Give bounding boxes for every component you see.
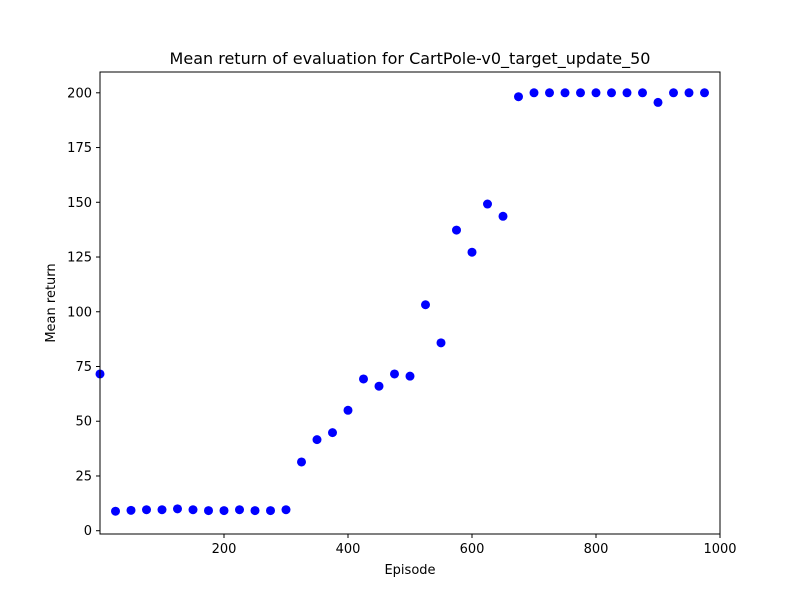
data-point (576, 88, 585, 98)
x-tick-label: 600 (460, 542, 485, 557)
y-axis-ticks: 0 25 50 75 100 125 150 175 200 (67, 86, 100, 539)
x-tick-label: 800 (584, 542, 609, 557)
data-point (188, 505, 198, 515)
data-point (591, 88, 601, 98)
x-tick-label: 200 (212, 542, 237, 557)
data-point (498, 211, 508, 221)
data-point (452, 225, 461, 235)
data-point (374, 381, 384, 391)
data-point (204, 506, 213, 516)
y-tick-label: 125 (67, 251, 92, 266)
y-tick-label: 0 (84, 524, 92, 539)
data-point (297, 457, 306, 467)
data-point (219, 506, 229, 516)
data-point (328, 428, 337, 438)
y-tick-label: 50 (75, 415, 92, 430)
y-tick-label: 150 (67, 196, 92, 211)
data-point (250, 506, 260, 516)
y-tick-label: 200 (67, 86, 92, 101)
data-point (545, 88, 554, 98)
x-axis-ticks: 200 400 600 800 1000 (212, 534, 737, 557)
data-point (638, 88, 647, 98)
data-point (483, 199, 492, 209)
data-point (266, 506, 275, 516)
data-point (312, 435, 322, 445)
y-tick-label: 25 (75, 469, 92, 484)
data-point (126, 505, 136, 515)
data-point (421, 300, 430, 310)
plot-area: 200 400 600 800 1000 0 25 50 75 100 125 150 175 200 (67, 71, 737, 557)
data-points (95, 88, 709, 516)
data-point (405, 371, 415, 381)
y-tick-label: 75 (75, 360, 92, 375)
data-point (560, 88, 570, 98)
data-point (173, 504, 182, 514)
y-axis-label: Mean return (44, 263, 59, 342)
y-tick-label: 100 (67, 305, 92, 320)
plot-frame (99, 71, 721, 535)
data-point (700, 88, 709, 98)
data-point (390, 369, 399, 379)
data-point (111, 506, 120, 516)
data-point (235, 505, 244, 515)
y-tick-label: 175 (67, 141, 92, 156)
data-point (157, 505, 167, 515)
data-point (436, 338, 446, 348)
x-tick-label: 400 (336, 542, 361, 557)
data-point (343, 405, 353, 415)
chart-title: Mean return of evaluation for CartPole-v… (170, 49, 651, 69)
data-point (653, 97, 663, 107)
data-point (281, 505, 291, 515)
data-point (467, 247, 477, 257)
data-point (359, 374, 368, 384)
data-point (684, 88, 694, 98)
x-tick-label: 1000 (703, 542, 736, 557)
data-point (142, 505, 151, 515)
data-point (514, 92, 523, 102)
data-point (669, 88, 678, 98)
data-point (622, 88, 632, 98)
x-axis-label: Episode (384, 563, 435, 578)
data-point (529, 88, 539, 98)
data-point (607, 88, 616, 98)
